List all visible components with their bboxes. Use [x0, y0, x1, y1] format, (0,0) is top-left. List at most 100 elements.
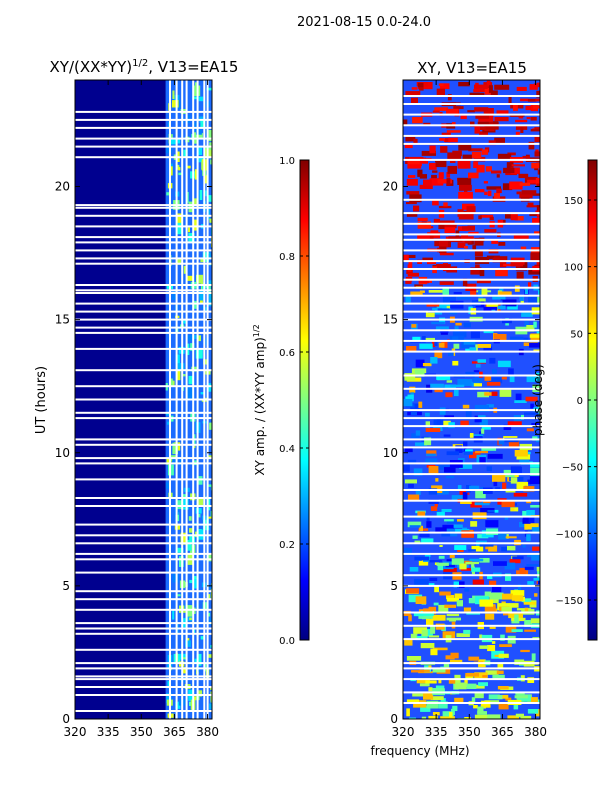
phase-texture-cell [450, 384, 465, 388]
phase-texture-cell [489, 592, 504, 600]
phase-texture-cell [539, 199, 540, 204]
phase-texture-cell [456, 600, 463, 607]
phase-ticks: 320 335 350 365 380 0 5 10 15 20 [383, 80, 547, 739]
phase-texture-cell [469, 434, 484, 437]
amplitude-texture-cell [165, 482, 170, 489]
amplitude-texture-cell [195, 129, 202, 135]
phase-texture-cell [435, 527, 447, 534]
phase-texture-cell [488, 694, 500, 700]
phase-gap-row [403, 417, 540, 420]
colorbar-tick-label: 1.0 [279, 156, 295, 167]
phase-texture-cell [536, 205, 540, 212]
amplitude-texture-cell [206, 553, 212, 562]
phase-texture-cell [438, 555, 445, 559]
amplitude-axes-frame [74, 79, 213, 720]
phase-texture-cell [438, 83, 444, 86]
phase-texture-cell [497, 686, 509, 690]
phase-texture-cell [428, 290, 443, 293]
amplitude-gap-row [75, 571, 212, 574]
phase-texture-cell [407, 164, 422, 169]
phase-texture-cell [446, 595, 455, 600]
phase-texture-cell [425, 337, 435, 341]
amplitude-texture-cell [193, 96, 198, 100]
phase-texture-cell [463, 607, 472, 612]
colorbar-tick-label: −50 [562, 463, 583, 474]
phase-texture-cell [498, 242, 506, 246]
amplitude-gap-row [75, 284, 212, 286]
phase-texture-cell [515, 393, 522, 401]
phase-gap-row [403, 95, 540, 97]
phase-texture-cell [486, 404, 494, 408]
amplitude-texture-cell [176, 213, 183, 224]
phase-texture-cell [404, 479, 417, 484]
phase-texture-cell [419, 525, 423, 532]
phase-texture-cell [457, 177, 472, 185]
phase-texture-cell [435, 162, 447, 168]
phase-texture-cell [514, 450, 528, 457]
phase-gap-row [403, 350, 540, 353]
phase-texture-cell [520, 126, 524, 133]
phase-texture-cell [472, 245, 477, 250]
phase-texture-cell [487, 190, 492, 197]
phase-texture-cell [404, 547, 412, 556]
phase-texture-cell [413, 205, 420, 212]
phase-texture-cell [506, 162, 514, 170]
phase-texture-cell [494, 117, 509, 122]
phase-texture-cell [480, 508, 495, 513]
phase-texture-cell [503, 263, 517, 267]
phase-texture-cell [418, 671, 433, 674]
phase-texture-cell [439, 407, 446, 415]
amplitude-texture-cell [167, 421, 170, 425]
phase-title: XY, V13=EA15 [417, 59, 527, 77]
phase-texture-cell [419, 530, 430, 538]
phase-texture-cell [538, 207, 540, 212]
phase-texture-cell [530, 505, 540, 508]
phase-texture-cell [508, 440, 519, 448]
phase-texture-cell [411, 433, 420, 438]
amplitude-texture-cell [182, 374, 186, 377]
phase-texture-cell [527, 529, 533, 532]
phase-texture-cell [469, 684, 485, 689]
phase-heatmap [403, 80, 540, 719]
phase-texture-cell [425, 312, 435, 318]
amplitude-texture-cell [210, 510, 212, 519]
phase-texture-cell [459, 464, 473, 469]
phase-texture-cell [427, 261, 436, 265]
x-tick-label: 365 [491, 725, 514, 739]
amplitude-gap-row [75, 310, 212, 313]
phase-texture-cell [434, 350, 443, 359]
phase-texture-cell [457, 160, 471, 169]
phase-texture-cell [432, 170, 438, 173]
phase-texture-cell [497, 663, 504, 670]
phase-gap-row [403, 222, 540, 225]
phase-texture-cell [457, 379, 473, 386]
phase-texture-cell [425, 412, 430, 417]
phase-texture-cell [516, 481, 529, 490]
phase-texture-cell [501, 376, 507, 380]
amplitude-gap-row [75, 137, 212, 140]
phase-texture-cell [480, 705, 491, 708]
phase-texture-cell [438, 604, 449, 612]
phase-gap-row [403, 387, 540, 390]
phase-texture-cell [439, 220, 455, 225]
phase-texture-cell [490, 90, 498, 97]
phase-texture-cell [432, 199, 439, 206]
phase-texture-cell [530, 467, 540, 476]
phase-texture-cell [467, 225, 475, 231]
phase-texture-cell [515, 692, 525, 695]
phase-texture-cell [424, 554, 431, 557]
phase-texture-cell [406, 656, 422, 661]
phase-texture-cell [439, 239, 448, 248]
phase-texture-cell [469, 347, 476, 352]
phase-texture-cell [481, 427, 491, 430]
phase-texture-cell [507, 545, 516, 551]
amplitude-gaps [75, 110, 212, 712]
x-tick-label: 350 [130, 725, 153, 739]
phase-texture-cell [414, 540, 421, 544]
phase-texture-cell [474, 714, 490, 719]
phase-texture-cell [525, 396, 538, 402]
amplitude-gap-row [75, 632, 212, 635]
phase-texture-cell [471, 545, 484, 552]
phase-texture-cell [445, 264, 451, 269]
phase-texture-cell [505, 626, 517, 633]
